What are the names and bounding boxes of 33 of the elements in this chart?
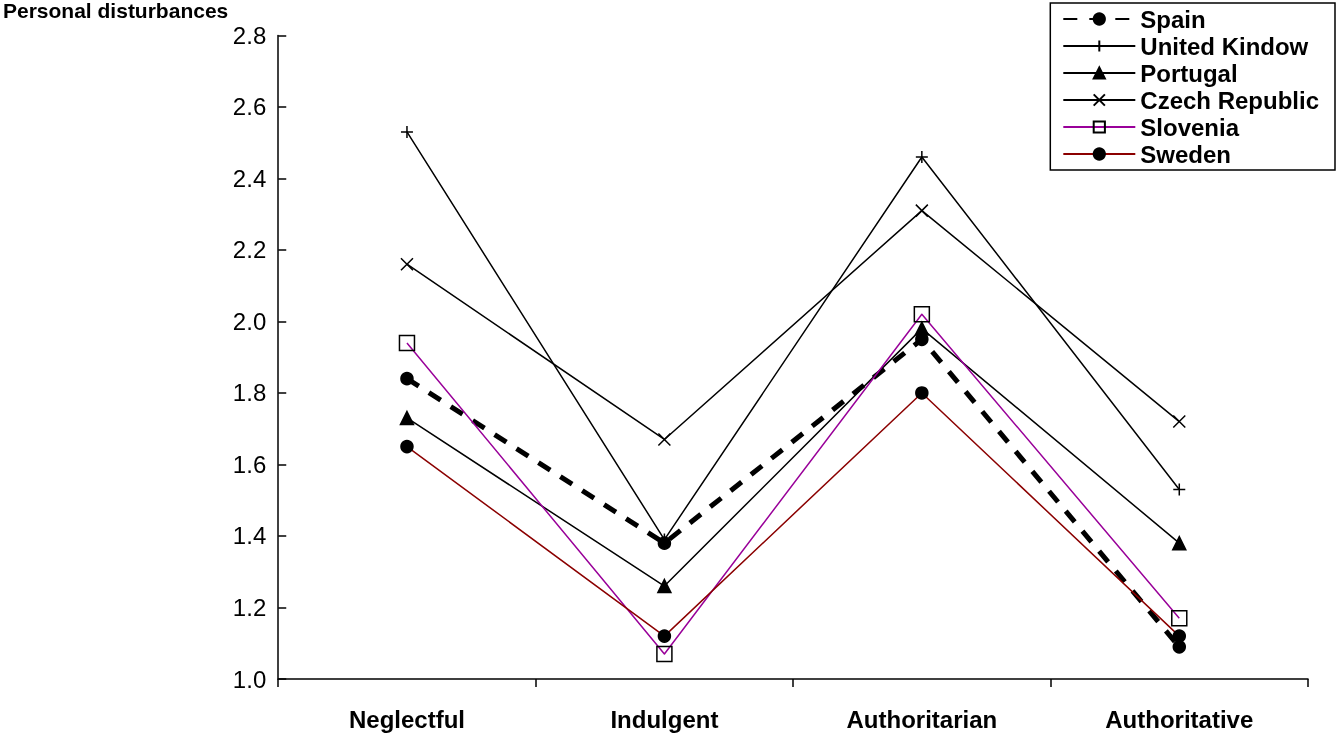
point: [399, 410, 415, 426]
legend-label: Spain: [1140, 5, 1206, 33]
y-axis-title: Personal disturbances: [3, 0, 229, 22]
legend-label: Sweden: [1140, 140, 1231, 168]
point: [657, 578, 672, 594]
y-tick-label: 2.6: [232, 93, 267, 121]
y-tick-label: 1.0: [232, 665, 267, 693]
x-tick-label: Authoritarian: [846, 705, 998, 733]
x-tick-label: Authoritative: [1105, 705, 1254, 733]
y-tick-label: 1.8: [232, 379, 267, 407]
y-tick-label: 2.8: [232, 21, 267, 49]
point: [400, 257, 414, 271]
y-tick-label: 2.0: [232, 307, 267, 335]
legend-label: Portugal: [1140, 59, 1238, 87]
legend-label: Slovenia: [1140, 113, 1240, 141]
y-tick-label: 1.4: [232, 522, 267, 550]
point: [1172, 482, 1187, 497]
x-tick-label: Neglectful: [348, 705, 465, 733]
point: [657, 432, 672, 447]
x-tick-label: Indulgent: [610, 705, 719, 733]
y-tick-label: 2.4: [232, 164, 267, 192]
y-tick-label: 1.6: [232, 450, 267, 478]
point: [1172, 535, 1187, 551]
point: [1172, 414, 1187, 429]
point: [400, 125, 414, 139]
point: [914, 321, 930, 336]
legend-label: United Kindow: [1140, 32, 1309, 60]
y-tick-label: 1.2: [232, 593, 267, 621]
point: [915, 150, 929, 164]
point: [915, 203, 929, 218]
point: [400, 371, 414, 386]
y-tick-label: 2.2: [232, 236, 267, 264]
legend-label: Czech Republic: [1140, 86, 1319, 114]
